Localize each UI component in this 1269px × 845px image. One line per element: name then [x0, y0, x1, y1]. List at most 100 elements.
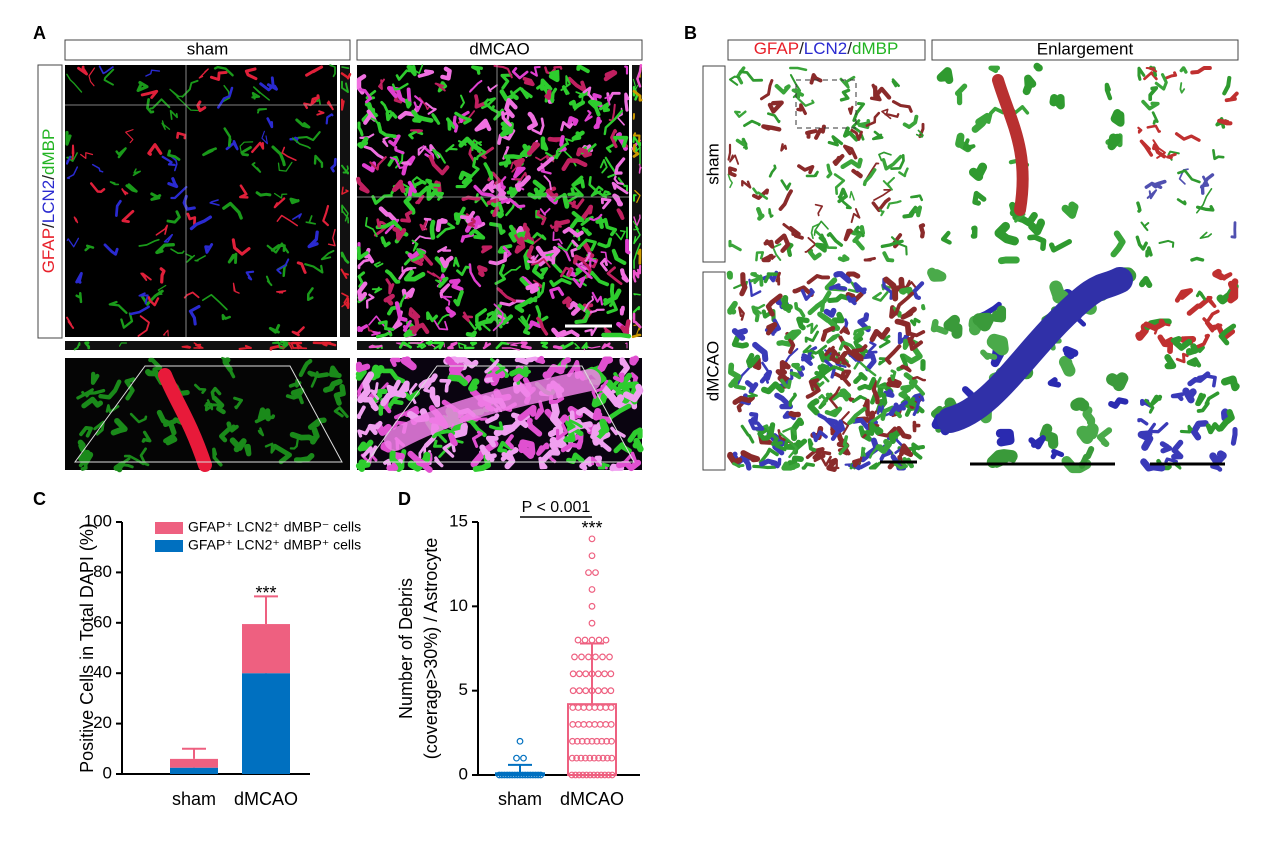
data-point — [589, 604, 595, 610]
image-feature — [370, 346, 382, 347]
image-feature — [742, 275, 745, 294]
channel-label: GFAP/LCN2/dMBP — [754, 39, 899, 58]
image-feature — [487, 455, 494, 459]
image-feature — [511, 227, 515, 241]
y-tick-label: 5 — [459, 680, 468, 699]
image-feature — [1168, 357, 1173, 366]
image-feature — [1138, 128, 1141, 133]
image-feature — [932, 273, 942, 277]
data-point — [608, 688, 614, 694]
image-feature — [603, 335, 629, 336]
image-feature — [886, 392, 893, 396]
data-point — [575, 637, 581, 643]
image-feature — [941, 71, 949, 80]
image-feature — [1162, 444, 1169, 451]
image-feature — [763, 126, 779, 129]
data-point — [593, 570, 599, 576]
image-feature — [633, 359, 636, 362]
image-feature — [554, 347, 561, 348]
panel-label: A — [33, 23, 46, 43]
error-bar — [182, 749, 206, 759]
image-feature — [359, 365, 367, 370]
image-feature — [291, 199, 298, 203]
data-point — [595, 688, 601, 694]
comparison-label: P < 0.001 — [522, 499, 591, 516]
image-feature — [1054, 98, 1061, 105]
image-feature — [974, 228, 975, 236]
data-point — [577, 688, 583, 694]
data-point — [577, 671, 583, 677]
x-tick-label: dMCAO — [560, 789, 624, 809]
image-feature — [829, 461, 836, 470]
image-feature — [848, 297, 854, 303]
image-feature — [1216, 272, 1222, 277]
image-feature — [1208, 425, 1219, 432]
image-feature — [1051, 380, 1059, 385]
data-point — [582, 637, 588, 643]
image-feature — [471, 382, 476, 389]
image-feature — [1032, 223, 1041, 232]
image-feature — [1065, 362, 1069, 371]
image-feature — [1001, 260, 1016, 261]
data-point — [586, 705, 592, 711]
y-tick-label: 0 — [459, 764, 468, 783]
image-feature — [359, 372, 364, 378]
data-point — [570, 722, 576, 728]
image-feature — [432, 222, 433, 238]
image-feature — [848, 274, 858, 276]
data-point — [517, 738, 523, 744]
image-feature — [627, 241, 629, 253]
channel-part: dMBP — [852, 39, 898, 58]
data-point — [600, 654, 606, 660]
data-point — [581, 722, 587, 728]
y-axis-title: Number of Debris — [396, 578, 416, 719]
image-feature — [247, 447, 249, 454]
image-feature — [1056, 287, 1063, 297]
image-feature — [389, 466, 395, 469]
data-point — [603, 705, 609, 711]
image-feature — [401, 162, 410, 164]
data-point — [597, 722, 603, 728]
data-point — [589, 637, 595, 643]
image-feature — [1219, 121, 1230, 124]
legend-label: GFAP⁺ LCN2⁺ dMBP⁻ cells — [188, 519, 361, 535]
image-feature — [991, 68, 998, 71]
image-feature — [916, 208, 920, 216]
image-feature — [842, 372, 849, 379]
image-feature — [634, 294, 640, 295]
image-feature — [626, 94, 628, 110]
image-feature — [72, 146, 73, 161]
data-point — [602, 688, 608, 694]
image-feature — [622, 308, 623, 314]
data-point — [570, 671, 576, 677]
image-feature — [979, 319, 988, 325]
image-feature — [407, 100, 411, 106]
image-feature — [471, 343, 476, 345]
bar — [242, 673, 290, 774]
image-feature — [81, 442, 83, 449]
x-tick-label: sham — [498, 789, 542, 809]
image-feature — [846, 320, 847, 326]
image-feature — [404, 360, 413, 367]
significance: *** — [581, 518, 602, 538]
data-point — [581, 705, 587, 711]
data-point — [608, 671, 614, 677]
image-feature — [1112, 378, 1122, 385]
image-feature — [921, 225, 923, 236]
row-label: sham — [703, 143, 722, 185]
image-feature — [547, 91, 550, 97]
data-point — [597, 705, 603, 711]
image-feature — [923, 306, 924, 309]
image-feature — [538, 359, 543, 362]
data-point — [595, 671, 601, 677]
data-point — [602, 671, 608, 677]
image-feature — [840, 256, 848, 260]
y-tick-label: 10 — [449, 596, 468, 615]
data-point — [608, 705, 614, 711]
legend-swatch — [155, 540, 183, 552]
panel-label: B — [684, 23, 697, 43]
image-feature — [1138, 203, 1140, 211]
channel-part: GFAP — [39, 228, 58, 273]
data-point — [514, 755, 520, 761]
